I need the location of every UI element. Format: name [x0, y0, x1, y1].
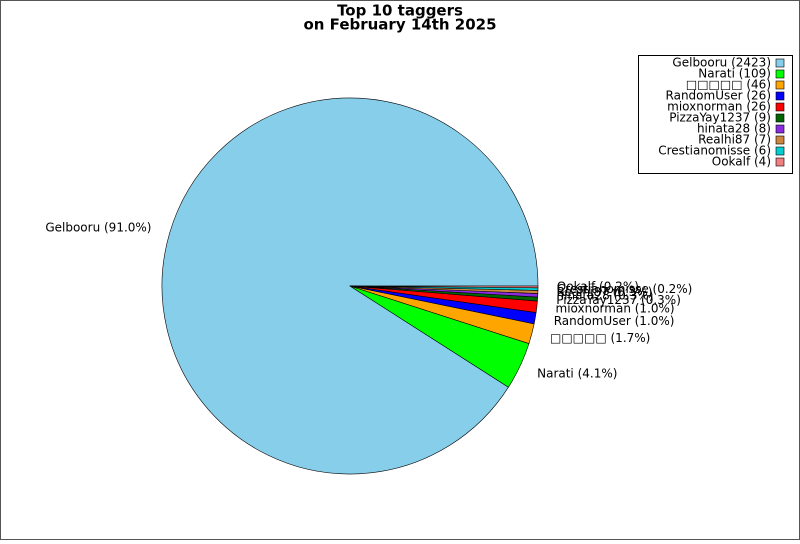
slice-label: Realhi87 (0.3%)	[557, 285, 653, 299]
legend-swatch	[775, 102, 785, 112]
legend-label: hinata28 (8)	[697, 122, 771, 136]
legend-swatch	[775, 146, 785, 156]
legend-swatch	[775, 69, 785, 79]
slice-label: □□□□□ (1.7%)	[550, 331, 650, 345]
slice-label: PizzaYay1237 (0.3%)	[556, 293, 681, 307]
legend-swatch	[775, 157, 785, 167]
legend-box	[638, 55, 793, 174]
slice-label: Gelbooru (91.0%)	[45, 221, 151, 235]
legend-label: mioxnorman (26)	[667, 100, 771, 114]
legend-label: Ookalf (4)	[712, 155, 771, 169]
legend-label: Narati (109)	[698, 67, 771, 81]
legend-swatch	[775, 80, 785, 90]
pie-slice	[349, 285, 539, 289]
slice-label: Ookalf (0.2%)	[557, 279, 639, 293]
legend-label: Realhi87 (7)	[698, 133, 771, 147]
legend-label: Gelbooru (2423)	[672, 56, 771, 70]
chart-subtitle: on February 14th 2025	[303, 16, 496, 34]
legend-label: □□□□□ (46)	[686, 78, 771, 92]
legend-label: Crestianomisse (6)	[658, 144, 771, 158]
legend-swatch	[775, 135, 785, 145]
slice-label: Crestianomisse (0.2%)	[557, 282, 693, 296]
slice-label: hinata28 (0.3%)	[557, 289, 654, 303]
slice-label: RandomUser (1.0%)	[554, 314, 675, 328]
slice-label: mioxnorman (1.0%)	[556, 301, 675, 315]
legend-swatch	[775, 113, 785, 123]
legend-swatch	[775, 124, 785, 134]
legend-label: PizzaYay1237 (9)	[669, 111, 771, 125]
legend-swatch	[775, 91, 785, 101]
legend-label: RandomUser (26)	[666, 89, 771, 103]
chart-title: Top 10 taggers	[337, 2, 463, 20]
slice-label: Narati (4.1%)	[537, 367, 617, 381]
legend-swatch	[775, 58, 785, 68]
